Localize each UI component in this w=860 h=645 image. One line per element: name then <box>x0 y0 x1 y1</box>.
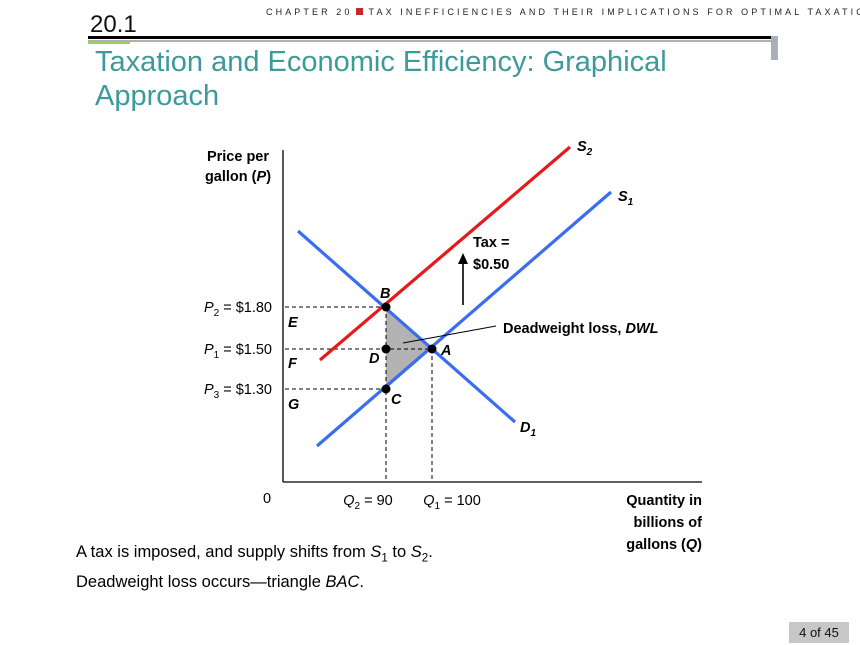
q1-label: Q1 = 100 <box>423 493 481 512</box>
point-c-label: C <box>391 392 402 408</box>
q2-label: Q2 = 90 <box>343 493 393 512</box>
section-underline <box>88 41 130 44</box>
header-rule <box>88 36 772 39</box>
s1-label: S1 <box>618 189 634 208</box>
point-d-label: D <box>369 351 380 367</box>
supply-curve-s1 <box>315 190 613 448</box>
section-number: 20.1 <box>90 11 137 38</box>
x-axis-label-line3: gallons (Q) <box>626 537 702 553</box>
demand-curve-d1 <box>296 229 517 424</box>
page-number-badge: 4 of 45 <box>789 622 849 643</box>
page-title: Taxation and Economic Efficiency: Graphi… <box>95 46 667 112</box>
point-e-label: E <box>288 315 299 331</box>
tax-arrow-head-icon <box>458 253 468 264</box>
x-axis-label-line2: billions of <box>634 515 703 531</box>
chapter-number: CHAPTER 20 <box>266 7 353 17</box>
deadweight-loss-triangle <box>386 307 432 389</box>
point-a-label: A <box>440 343 451 359</box>
supply-curve-s2 <box>318 145 572 362</box>
caption-line-2: Deadweight loss occurs—triangle BAC. <box>76 573 364 592</box>
caption-line-1: A tax is imposed, and supply shifts from… <box>76 543 433 565</box>
x-axis-label-line1: Quantity in <box>626 493 702 509</box>
dwl-label: Deadweight loss, DWL <box>503 321 659 337</box>
point-b-marker <box>381 302 391 312</box>
header-square-icon <box>355 8 363 15</box>
dwl-pointer-line <box>402 325 497 344</box>
y-axis-label-line1: Price per <box>207 149 269 165</box>
tax-label-line1: Tax = <box>473 235 509 251</box>
y-axis-label-line2: gallon (P) <box>205 169 271 185</box>
point-a-marker <box>427 344 437 354</box>
point-f-label: F <box>288 356 298 372</box>
caption: A tax is imposed, and supply shifts from… <box>76 540 596 594</box>
p1-label: P1 = $1.50 <box>204 342 272 361</box>
chapter-title: TAX INEFFICIENCIES AND THEIR IMPLICATION… <box>368 7 860 17</box>
tax-label-line2: $0.50 <box>473 257 509 273</box>
header-rule-shadow <box>88 40 772 42</box>
p3-label: P3 = $1.30 <box>204 382 272 401</box>
chapter-header: CHAPTER 20 TAX INEFFICIENCIES AND THEIR I… <box>266 7 860 17</box>
point-g-label: G <box>288 397 299 413</box>
point-b-label: B <box>380 286 390 302</box>
point-d-marker <box>381 344 391 354</box>
header-right-block <box>771 36 778 60</box>
point-c-marker <box>381 384 391 394</box>
d1-label: D1 <box>520 420 536 439</box>
p2-label: P2 = $1.80 <box>204 300 272 319</box>
origin-label: 0 <box>263 491 271 507</box>
s2-label: S2 <box>577 139 593 158</box>
